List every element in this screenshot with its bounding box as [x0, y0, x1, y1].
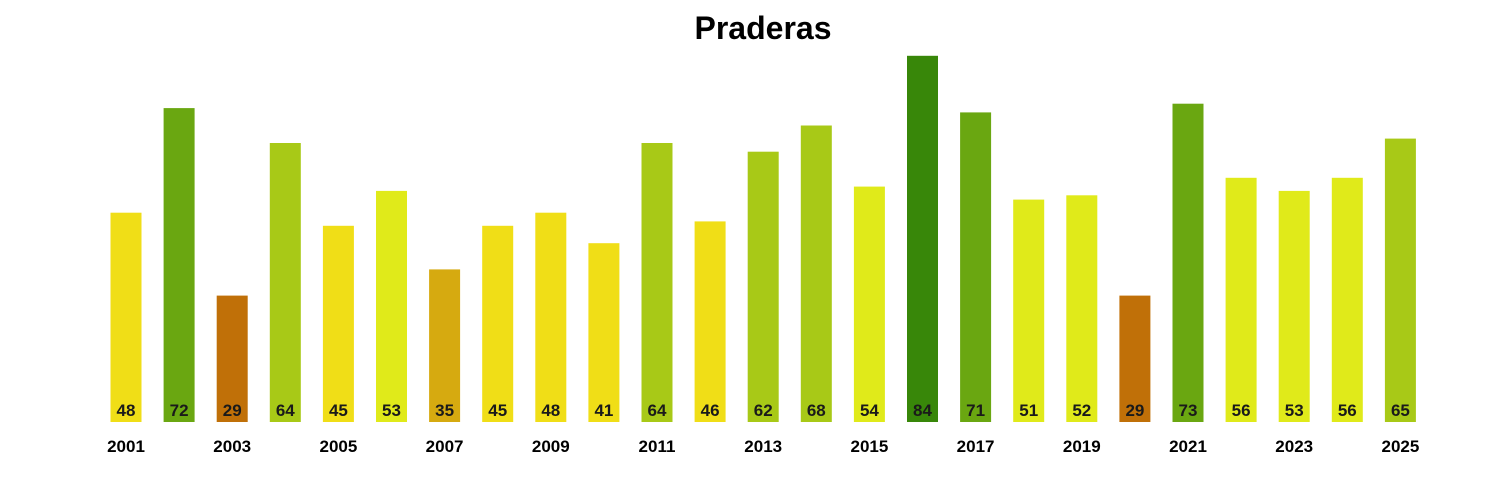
bar-2021 — [1172, 103, 1204, 422]
bar-2004 — [269, 143, 301, 422]
bar-2009 — [535, 212, 567, 422]
bar-value-label-2019: 52 — [1072, 401, 1091, 420]
x-tick-label-2023: 2023 — [1275, 437, 1313, 456]
bar-value-label-2011: 64 — [648, 401, 667, 420]
bars-group — [110, 55, 1416, 423]
x-tick-label-2017: 2017 — [957, 437, 995, 456]
bar-2022 — [1225, 177, 1257, 422]
bar-value-label-2018: 51 — [1019, 401, 1038, 420]
value-labels-group: 48 72 29 64 45 53 35 45 48 41 64 46 62 68 54 84 71 51 52 29… — [117, 401, 1410, 420]
bar-2014 — [800, 125, 832, 422]
x-tick-label-2019: 2019 — [1063, 437, 1101, 456]
bar-value-label-2002: 72 — [170, 401, 189, 420]
x-tick-label-2021: 2021 — [1169, 437, 1207, 456]
x-tick-label-2005: 2005 — [319, 437, 357, 456]
x-tick-label-2009: 2009 — [532, 437, 570, 456]
bar-value-label-2017: 71 — [966, 401, 985, 420]
bar-value-label-2015: 54 — [860, 401, 879, 420]
bar-value-label-2022: 56 — [1232, 401, 1251, 420]
x-tick-label-2025: 2025 — [1381, 437, 1419, 456]
x-tick-label-2007: 2007 — [426, 437, 464, 456]
x-tick-label-2011: 2011 — [639, 437, 676, 456]
bar-value-label-2012: 46 — [701, 401, 720, 420]
bar-2013 — [747, 151, 779, 422]
x-tick-label-2003: 2003 — [213, 437, 251, 456]
bar-2012 — [694, 221, 726, 422]
bar-value-label-2013: 62 — [754, 401, 773, 420]
bar-value-label-2024: 56 — [1338, 401, 1357, 420]
bar-value-label-2007: 35 — [435, 401, 454, 420]
bar-2017 — [960, 112, 992, 423]
bar-2024 — [1331, 177, 1363, 422]
bar-2002 — [163, 108, 195, 422]
bar-value-label-2008: 45 — [488, 401, 507, 420]
bar-2008 — [482, 225, 514, 422]
bar-value-label-2005: 45 — [329, 401, 348, 420]
x-tick-label-2013: 2013 — [744, 437, 782, 456]
x-tick-label-2001: 2001 — [107, 437, 145, 456]
bar-value-label-2001: 48 — [117, 401, 136, 420]
bar-2011 — [641, 143, 673, 422]
bar-2018 — [1013, 199, 1045, 422]
bar-value-label-2020: 29 — [1125, 401, 1144, 420]
bar-value-label-2023: 53 — [1285, 401, 1304, 420]
bar-value-label-2003: 29 — [223, 401, 242, 420]
x-axis-ticks: 2001 2003 2005 2007 2009 2011 2013 2015 2017 2019… — [107, 437, 1419, 456]
bar-value-label-2010: 41 — [594, 401, 613, 420]
x-tick-label-2015: 2015 — [850, 437, 888, 456]
bar-2016 — [907, 55, 938, 423]
bar-value-label-2016: 84 — [913, 401, 932, 420]
bar-2006 — [376, 190, 407, 422]
bar-value-label-2009: 48 — [541, 401, 560, 420]
bar-value-label-2021: 73 — [1179, 401, 1198, 420]
bar-2019 — [1066, 195, 1098, 422]
bar-2001 — [110, 212, 142, 422]
bar-2003 — [216, 295, 248, 422]
bar-value-label-2004: 64 — [276, 401, 295, 420]
bar-2010 — [588, 243, 620, 422]
bar-2020 — [1119, 295, 1151, 422]
bar-2025 — [1384, 138, 1416, 422]
bar-2023 — [1278, 190, 1310, 422]
bar-2015 — [853, 186, 885, 422]
chart-title: Praderas — [694, 10, 832, 46]
bar-value-label-2025: 65 — [1391, 401, 1410, 420]
bar-value-label-2006: 53 — [382, 401, 401, 420]
bar-2005 — [322, 225, 354, 422]
bar-2007 — [429, 269, 461, 422]
bar-value-label-2014: 68 — [807, 401, 826, 420]
